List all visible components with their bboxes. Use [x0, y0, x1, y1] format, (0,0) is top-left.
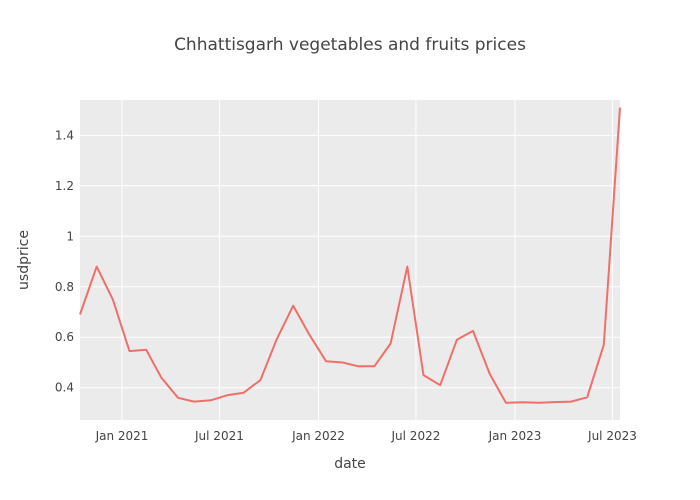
data-point[interactable] [568, 399, 574, 405]
x-tick-label: Jul 2022 [391, 429, 441, 443]
data-point[interactable] [520, 399, 526, 405]
data-point[interactable] [454, 337, 460, 343]
x-tick-label: Jan 2021 [95, 429, 149, 443]
data-point[interactable] [290, 303, 296, 309]
data-point[interactable] [584, 394, 590, 400]
x-axis-ticks: Jan 2021 Jul 2021 Jan 2022 Jul 2022 Jan 2023… [95, 429, 637, 443]
data-point[interactable] [77, 312, 83, 318]
data-point[interactable] [143, 347, 149, 353]
data-point[interactable] [127, 348, 133, 354]
data-point[interactable] [470, 328, 476, 334]
y-axis-title: usdprice [16, 230, 32, 290]
data-point[interactable] [404, 264, 410, 270]
y-tick-label: 0.4 [55, 381, 74, 395]
series-layer [77, 105, 623, 406]
data-point[interactable] [306, 332, 312, 338]
data-point[interactable] [601, 342, 607, 348]
series-line [79, 107, 621, 404]
data-point[interactable] [371, 363, 377, 369]
data-point[interactable] [437, 382, 443, 388]
data-point[interactable] [617, 105, 623, 111]
data-point[interactable] [551, 399, 557, 405]
x-tick-label: Jul 2023 [587, 429, 637, 443]
data-point[interactable] [110, 296, 116, 302]
data-point[interactable] [208, 397, 214, 403]
chart-title: Chhattisgarh vegetables and fruits price… [174, 35, 526, 55]
data-point[interactable] [94, 264, 100, 270]
x-tick-label: Jul 2021 [194, 429, 244, 443]
data-point[interactable] [323, 358, 329, 364]
data-point[interactable] [355, 363, 361, 369]
plot-area [80, 100, 620, 420]
x-tick-label: Jan 2022 [291, 429, 345, 443]
data-point[interactable] [175, 395, 181, 401]
grid-lines [80, 100, 620, 420]
data-point[interactable] [487, 371, 493, 377]
data-point[interactable] [191, 399, 197, 405]
y-tick-label: 0.8 [55, 280, 74, 294]
data-point[interactable] [158, 375, 164, 381]
data-point[interactable] [420, 372, 426, 378]
y-tick-label: 1 [66, 229, 74, 243]
data-point[interactable] [257, 377, 263, 383]
x-axis-title: date [334, 456, 366, 472]
data-point[interactable] [503, 400, 509, 406]
data-point[interactable] [340, 359, 346, 365]
data-point[interactable] [224, 392, 230, 398]
y-tick-label: 1.2 [55, 179, 74, 193]
y-axis-ticks: 0.4 0.6 0.8 1 1.2 1.4 [55, 128, 74, 394]
data-point[interactable] [241, 390, 247, 396]
data-point[interactable] [388, 341, 394, 347]
data-point[interactable] [274, 337, 280, 343]
x-tick-label: Jan 2023 [488, 429, 542, 443]
data-point[interactable] [536, 400, 542, 406]
y-tick-label: 0.6 [55, 330, 74, 344]
y-tick-label: 1.4 [55, 128, 74, 142]
